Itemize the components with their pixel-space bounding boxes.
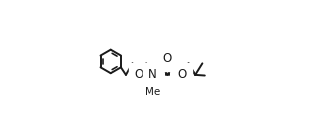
Text: O: O <box>134 68 144 81</box>
Text: N: N <box>148 68 157 81</box>
Text: Me: Me <box>145 87 160 97</box>
Text: O: O <box>163 52 172 65</box>
Text: O: O <box>177 68 186 81</box>
